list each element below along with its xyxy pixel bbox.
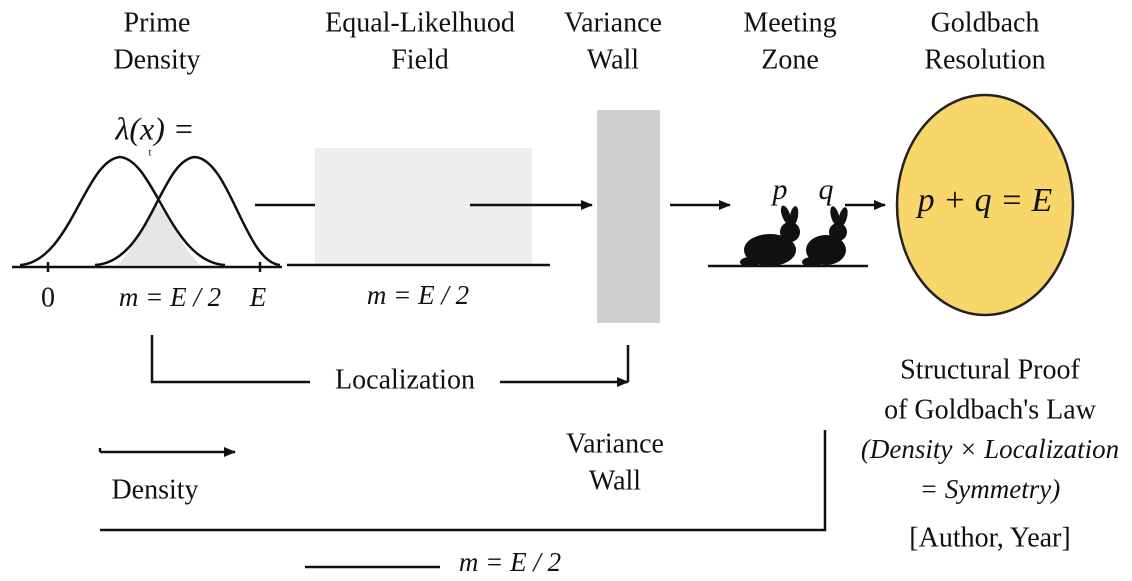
stage-title: Resolution bbox=[924, 44, 1045, 75]
stage-title: Prime bbox=[124, 7, 191, 38]
axis-label: E bbox=[249, 282, 267, 312]
resolution-oval bbox=[895, 93, 1075, 317]
citation: [Author, Year] bbox=[909, 522, 1070, 553]
bottom-label: m = E / 2 bbox=[459, 547, 561, 577]
density-curve bbox=[19, 155, 226, 267]
density-curve bbox=[94, 155, 281, 267]
stage-title: Zone bbox=[761, 44, 819, 75]
density-label: Density bbox=[111, 474, 198, 505]
bracket bbox=[150, 335, 310, 384]
density-formula: λ(x) = bbox=[115, 110, 195, 146]
bracket bbox=[100, 430, 827, 532]
meeting-label: p bbox=[771, 173, 788, 206]
variance-wall bbox=[597, 110, 660, 323]
localization-label: Localization bbox=[335, 364, 475, 395]
proof-formula: = Symmetry) bbox=[920, 474, 1060, 504]
proof-title: Structural Proof bbox=[900, 354, 1080, 385]
stage-title: Goldbach bbox=[931, 7, 1040, 38]
stage-title: Variance bbox=[564, 7, 662, 38]
field-label: m = E / 2 bbox=[367, 280, 469, 310]
axis-label: m = E / 2 bbox=[119, 282, 221, 312]
rabbits bbox=[740, 205, 848, 267]
stage-title: Meeting bbox=[743, 7, 836, 38]
proof-title: of Goldbach's Law bbox=[884, 394, 1097, 425]
meeting-label: q bbox=[819, 173, 834, 206]
stage-title: Field bbox=[391, 44, 449, 75]
stage-title: Density bbox=[113, 44, 200, 75]
overlap-area bbox=[118, 205, 200, 265]
formula-note: t bbox=[148, 147, 151, 159]
wall-label: Variance bbox=[566, 428, 664, 459]
stage-title: Wall bbox=[587, 44, 639, 75]
resolution-equation: p + q = E bbox=[916, 182, 1053, 219]
field-box bbox=[315, 148, 532, 265]
stage-title: Equal-Likelhuod bbox=[325, 7, 515, 38]
wall-label: Wall bbox=[589, 465, 641, 496]
proof-formula: (Density × Localization bbox=[861, 434, 1119, 464]
axis-label: 0 bbox=[41, 282, 55, 313]
